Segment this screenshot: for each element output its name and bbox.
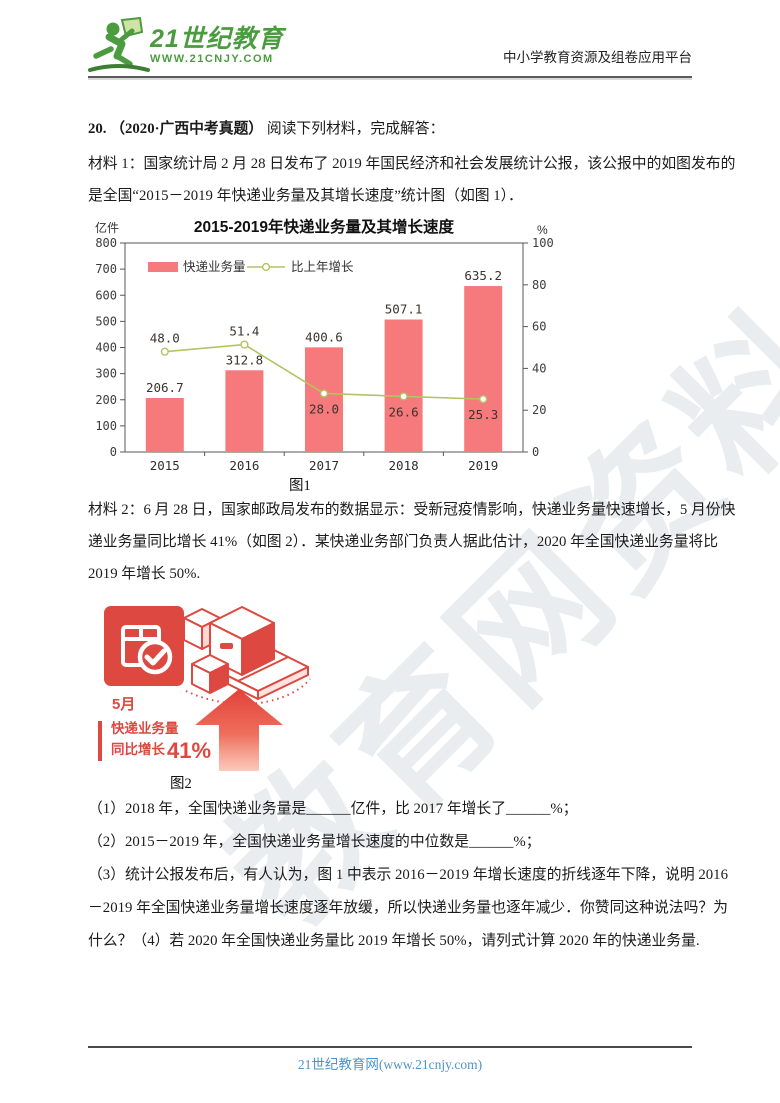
svg-text:80: 80 xyxy=(532,278,546,292)
svg-text:48.0: 48.0 xyxy=(150,331,180,346)
svg-text:206.7: 206.7 xyxy=(146,380,184,395)
svg-text:2015: 2015 xyxy=(150,458,180,473)
svg-text:40: 40 xyxy=(532,361,546,375)
svg-text:100: 100 xyxy=(95,419,117,433)
svg-text:2017: 2017 xyxy=(309,458,339,473)
svg-text:600: 600 xyxy=(95,288,117,302)
svg-text:快递业务量: 快递业务量 xyxy=(183,259,246,274)
svg-text:2016: 2016 xyxy=(229,458,259,473)
svg-text:28.0: 28.0 xyxy=(309,401,339,416)
svg-text:300: 300 xyxy=(95,367,117,381)
svg-text:507.1: 507.1 xyxy=(385,302,423,317)
svg-text:635.2: 635.2 xyxy=(464,268,502,283)
brand-logo: 21世纪教育 WWW.21CNJY.COM xyxy=(150,26,284,66)
svg-text:2019: 2019 xyxy=(468,458,498,473)
brand-url: WWW.21CNJY.COM xyxy=(150,53,274,65)
package-check-icon xyxy=(104,606,184,686)
svg-text:60: 60 xyxy=(532,320,546,334)
question-parts: （1）2018 年，全国快递业务量是______亿件，比 2017 年增长了__… xyxy=(88,801,728,949)
material2-paragraph: 材料 2：6 月 28 日，国家邮政局发布的数据显示：受新冠疫情影响，快递业务量… xyxy=(88,502,736,582)
svg-text:500: 500 xyxy=(95,314,117,328)
growth-value: 41% xyxy=(167,738,212,763)
svg-text:%: % xyxy=(537,223,548,237)
svg-text:200: 200 xyxy=(95,393,117,407)
svg-text:51.4: 51.4 xyxy=(229,324,259,339)
svg-text:100: 100 xyxy=(532,236,554,250)
runner-icon xyxy=(88,16,150,72)
parcel-stack-icon xyxy=(183,606,311,705)
svg-text:400.6: 400.6 xyxy=(305,329,343,344)
brand-name: 21世纪教育 xyxy=(150,25,284,53)
up-arrow-icon xyxy=(195,689,283,771)
fig2-caption: 图2 xyxy=(170,776,192,792)
header-divider xyxy=(88,76,692,78)
svg-text:比上年增长: 比上年增长 xyxy=(291,259,354,274)
svg-text:2015-2019年快递业务量及其增长速度: 2015-2019年快递业务量及其增长速度 xyxy=(194,217,455,236)
svg-text:0: 0 xyxy=(532,445,539,459)
accent-bar xyxy=(98,721,102,761)
svg-text:312.8: 312.8 xyxy=(226,352,264,367)
fig2-month-label: 5月 xyxy=(112,696,136,713)
svg-text:800: 800 xyxy=(95,236,117,250)
svg-text:0: 0 xyxy=(110,445,117,459)
svg-text:亿件: 亿件 xyxy=(95,220,119,235)
svg-text:2018: 2018 xyxy=(389,458,419,473)
svg-text:20: 20 xyxy=(532,403,546,417)
fig2-growth-label: 快递业务量 同比增长 41% xyxy=(98,719,211,762)
svg-text:400: 400 xyxy=(95,341,117,355)
question-number: 20. xyxy=(88,121,107,137)
question-source: （2020·广西中考真题） xyxy=(110,121,264,137)
material1-paragraph: 材料 1：国家统计局 2 月 28 日发布了 2019 年国民经济和社会发展统计… xyxy=(88,156,736,204)
svg-text:26.6: 26.6 xyxy=(389,404,419,419)
question-prompt: 阅读下列材料，完成解答： xyxy=(266,121,445,137)
svg-text:700: 700 xyxy=(95,262,117,276)
platform-tagline: 中小学教育资源及组卷应用平台 xyxy=(503,50,692,65)
svg-text:25.3: 25.3 xyxy=(468,407,498,422)
question-heading: 20. （2020·广西中考真题） 阅读下列材料，完成解答： xyxy=(88,118,444,140)
fig2-illustration: 5月 快递业务量 同比增长 41% xyxy=(95,593,325,775)
footer-site-text: 21世纪教育网(www.21cnjy.com) xyxy=(297,1057,483,1072)
footer-divider xyxy=(88,1046,692,1048)
fig1-caption: 图1 xyxy=(289,478,311,494)
